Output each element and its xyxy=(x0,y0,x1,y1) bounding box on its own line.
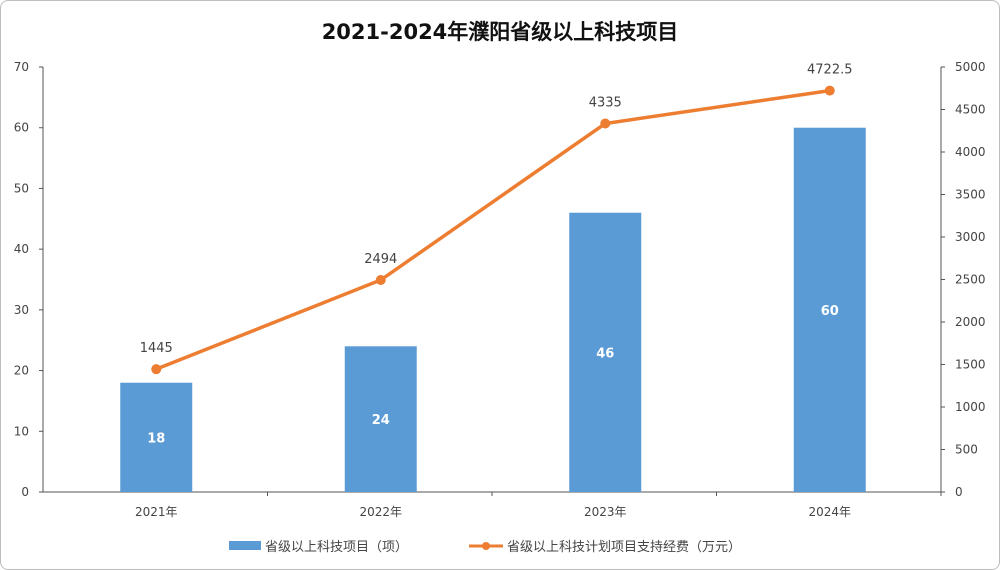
x-tick-label: 2021年 xyxy=(135,505,178,519)
x-tick-label: 2023年 xyxy=(584,505,627,519)
line-point xyxy=(824,85,835,96)
x-tick-label: 2024年 xyxy=(808,505,851,519)
bar-data-label: 60 xyxy=(821,304,839,319)
line-data-label: 4722.5 xyxy=(807,63,853,78)
right-tick-label: 2000 xyxy=(955,315,986,329)
left-tick-label: 0 xyxy=(21,485,29,499)
left-tick-label: 30 xyxy=(14,303,29,317)
line-point xyxy=(600,118,611,129)
chart-title: 2021-2024年濮阳省级以上科技项目 xyxy=(322,20,679,44)
right-tick-label: 500 xyxy=(955,443,978,457)
right-tick-label: 3500 xyxy=(955,188,986,202)
line-data-label: 2494 xyxy=(364,252,397,267)
left-tick-label: 40 xyxy=(14,242,29,256)
line-point xyxy=(151,364,162,375)
bar xyxy=(120,382,193,492)
line-data-label: 4335 xyxy=(589,96,622,111)
left-tick-label: 70 xyxy=(14,60,29,74)
legend-label-bar: 省级以上科技项目（项） xyxy=(265,540,408,555)
legend-swatch-bar xyxy=(229,541,261,550)
left-tick-label: 60 xyxy=(14,121,29,135)
bar-data-label: 24 xyxy=(372,413,390,428)
bar-data-label: 18 xyxy=(147,431,165,446)
right-tick-label: 4000 xyxy=(955,145,986,159)
bar xyxy=(569,212,642,492)
legend-label-line: 省级以上科技计划项目支持经费（万元） xyxy=(507,540,741,555)
line-series xyxy=(155,88,831,371)
right-tick-label: 4500 xyxy=(955,103,986,117)
right-tick-label: 1000 xyxy=(955,400,986,414)
line-point xyxy=(375,275,386,286)
legend: 省级以上科技项目（项） 省级以上科技计划项目支持经费（万元） xyxy=(229,540,741,555)
left-tick-label: 20 xyxy=(14,364,29,378)
legend-marker xyxy=(482,542,490,550)
right-tick-label: 2500 xyxy=(955,273,986,287)
left-tick-label: 50 xyxy=(14,181,29,195)
right-tick-label: 5000 xyxy=(955,60,986,74)
bar xyxy=(344,346,417,492)
bar xyxy=(793,127,866,492)
left-tick-label: 10 xyxy=(14,424,29,438)
right-tick-label: 1500 xyxy=(955,358,986,372)
right-tick-label: 0 xyxy=(955,485,963,499)
line-data-label: 1445 xyxy=(140,341,173,356)
x-tick-label: 2022年 xyxy=(359,505,402,519)
right-tick-label: 3000 xyxy=(955,230,986,244)
bar-data-label: 46 xyxy=(596,346,614,361)
